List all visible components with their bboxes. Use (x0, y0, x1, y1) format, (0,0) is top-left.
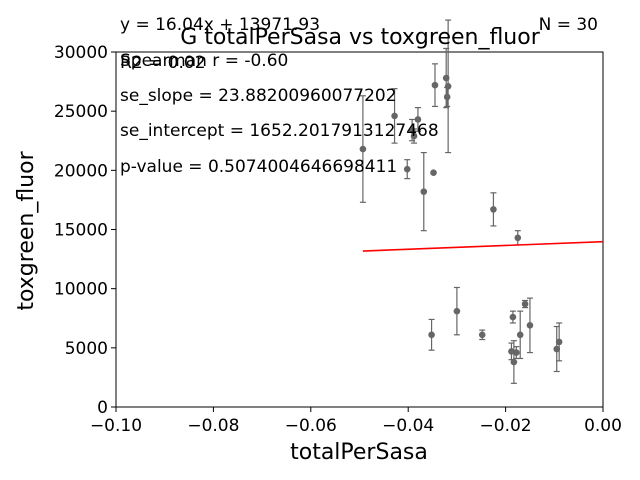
y-tick-label: 20000 (54, 161, 108, 181)
data-point (553, 345, 561, 353)
x-axis-label: totalPerSasa (290, 440, 428, 465)
data-point (428, 331, 435, 339)
data-point (443, 93, 451, 101)
x-tick-label: −0.08 (187, 416, 239, 436)
data-point (510, 358, 518, 366)
annotation-spearman: Spearman r = -0.60 (120, 51, 288, 71)
x-tick-label: −0.02 (480, 416, 532, 436)
annotation-equation: y = 16.04x + 13971.93 (120, 15, 320, 35)
data-point (410, 132, 418, 140)
x-tick-label: −0.06 (285, 416, 337, 436)
data-point (490, 206, 497, 213)
x-tick-label: −0.04 (382, 416, 434, 436)
data-point (555, 338, 563, 346)
plot-area: −0.10 −0.08 −0.06 −0.04 −0.02 0.00 0 5000 10000 1… (54, 19, 622, 436)
data-point (420, 188, 428, 195)
y-axis-label: toxgreen_fluor (14, 150, 39, 310)
annotation-n: N = 30 (539, 15, 598, 35)
fit-line (362, 240, 604, 252)
y-tick-label: 15000 (54, 221, 108, 241)
data-point (516, 331, 524, 339)
data-point (414, 116, 422, 123)
y-tick-label: 5000 (65, 339, 108, 359)
y-tick-label: 0 (97, 398, 108, 418)
annotation-r2: R2 = 0.02 (120, 53, 206, 73)
annotation-se-intercept: se_intercept = 1652.201791312746​8 (120, 121, 439, 141)
data-point (526, 322, 534, 329)
y-tick-label: 25000 (54, 102, 108, 122)
data-point (431, 81, 439, 89)
data-point (478, 331, 486, 339)
x-tick-label: 0.00 (584, 416, 622, 436)
data-point (513, 349, 520, 356)
data-point (403, 165, 411, 173)
data-point (453, 307, 461, 315)
data-point (509, 313, 517, 321)
data-point (391, 112, 398, 120)
annotation-se-slope: se_slope = 23.88200960077202 (120, 86, 397, 106)
chart-title: G totalPerSasa vs toxgreen_fluor (180, 25, 540, 50)
data-point (430, 169, 437, 176)
annotation-p-value: p-value = 0.5074004646698411 (120, 157, 397, 177)
data-point (521, 300, 529, 308)
y-tick-label: 10000 (54, 280, 108, 300)
data-point (359, 145, 367, 153)
y-tick-label: 30000 (54, 43, 108, 63)
data-point (514, 234, 522, 242)
data-point (444, 83, 452, 90)
x-tick-label: −0.10 (90, 416, 142, 436)
